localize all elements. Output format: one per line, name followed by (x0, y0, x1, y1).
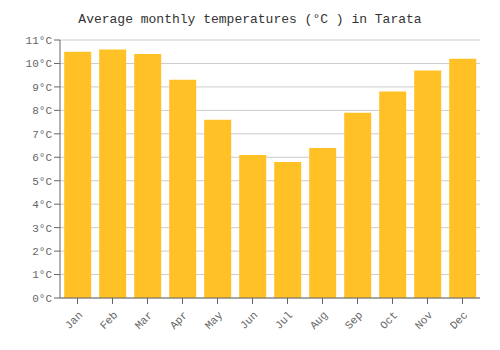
svg-text:4°C: 4°C (32, 199, 52, 211)
svg-text:May: May (203, 309, 226, 332)
svg-text:Feb: Feb (98, 309, 120, 331)
svg-text:Nov: Nov (413, 309, 436, 332)
svg-text:9°C: 9°C (32, 82, 52, 94)
svg-text:10°C: 10°C (26, 58, 53, 70)
html-text:Average monthly temperatures (: Average monthly temperatures (°C ) in Ta… (78, 12, 422, 27)
svg-text:2°C: 2°C (32, 246, 52, 258)
svg-text:Jan: Jan (63, 309, 85, 331)
svg-text:6°C: 6°C (32, 152, 52, 164)
svg-text:0°C: 0°C (32, 293, 52, 305)
svg-text:7°C: 7°C (32, 129, 52, 141)
svg-text:Aug: Aug (308, 309, 330, 331)
svg-text:1°C: 1°C (32, 269, 52, 281)
svg-text:Dec: Dec (448, 309, 470, 331)
svg-text:5°C: 5°C (32, 176, 52, 188)
svg-text:3°C: 3°C (32, 223, 52, 235)
svg-text:Apr: Apr (168, 309, 190, 331)
svg-text:Jun: Jun (238, 309, 260, 331)
svg-text:Mar: Mar (133, 309, 155, 331)
svg-text:8°C: 8°C (32, 105, 52, 117)
svg-text:Jul: Jul (273, 309, 295, 331)
svg-text:11°C: 11°C (26, 35, 53, 47)
svg-text:Sep: Sep (343, 309, 365, 331)
svg-text:Oct: Oct (378, 309, 400, 331)
